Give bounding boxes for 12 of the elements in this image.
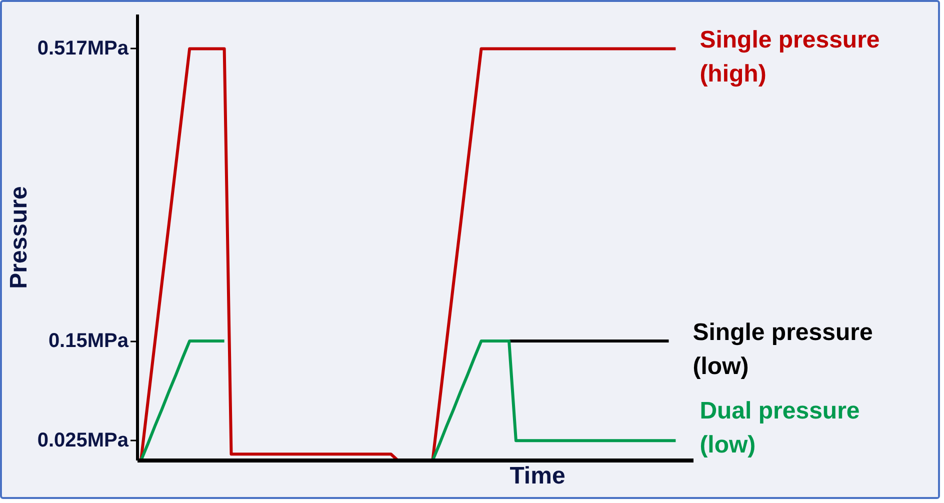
y-tick-label: 0.025MPa [37,430,130,452]
series-label: Single pressure (low) [692,319,873,380]
line-series [139,47,400,460]
line-series [431,47,678,460]
y-tick-label: 0.517MPa [37,38,130,60]
series-label: Single pressure (high) [700,26,880,88]
x-axis-title: Time [510,462,566,490]
line-series [139,340,226,460]
y-axis-title: Pressure [5,186,32,289]
line-series [431,340,678,460]
y-tick-label: 0.15MPa [48,330,130,352]
series-label: Dual pressure (low) [700,398,860,458]
